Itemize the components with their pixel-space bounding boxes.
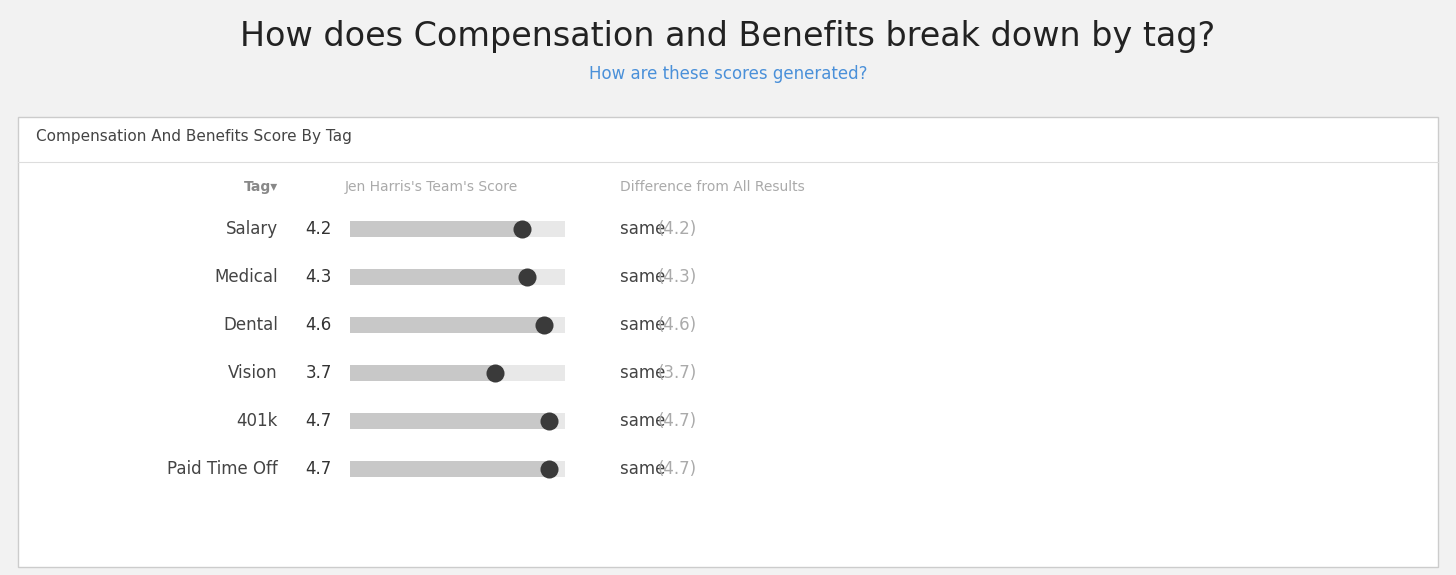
Text: 4.6: 4.6: [306, 316, 332, 334]
Text: (4.6): (4.6): [658, 316, 697, 334]
Bar: [349, 317, 543, 333]
Bar: [349, 461, 565, 477]
Text: Dental: Dental: [223, 316, 278, 334]
Bar: [0, 0, 1456, 110]
Bar: [349, 221, 523, 237]
Text: 4.3: 4.3: [306, 268, 332, 286]
Bar: [349, 269, 527, 285]
Text: 401k: 401k: [237, 412, 278, 430]
Text: 4.2: 4.2: [306, 220, 332, 238]
Text: Tag▾: Tag▾: [243, 180, 278, 194]
Text: Vision: Vision: [229, 364, 278, 382]
Text: 3.7: 3.7: [306, 364, 332, 382]
Text: same: same: [620, 268, 671, 286]
Text: Compensation And Benefits Score By Tag: Compensation And Benefits Score By Tag: [36, 129, 352, 144]
Bar: [349, 365, 565, 381]
Text: same: same: [620, 460, 671, 478]
Text: same: same: [620, 220, 671, 238]
Bar: [349, 317, 565, 333]
Bar: [349, 413, 565, 429]
Text: Medical: Medical: [214, 268, 278, 286]
Text: How does Compensation and Benefits break down by tag?: How does Compensation and Benefits break…: [240, 20, 1216, 53]
Text: same: same: [620, 412, 671, 430]
Text: (4.2): (4.2): [658, 220, 697, 238]
Text: (4.7): (4.7): [658, 460, 697, 478]
Text: same: same: [620, 316, 671, 334]
Text: Difference from All Results: Difference from All Results: [620, 180, 805, 194]
FancyBboxPatch shape: [17, 117, 1439, 567]
Bar: [349, 269, 565, 285]
Text: same: same: [620, 364, 671, 382]
Text: Jen Harris's Team's Score: Jen Harris's Team's Score: [345, 180, 518, 194]
Bar: [349, 413, 549, 429]
Text: Salary: Salary: [226, 220, 278, 238]
Text: 4.7: 4.7: [306, 460, 332, 478]
Text: (4.7): (4.7): [658, 412, 697, 430]
Text: How are these scores generated?: How are these scores generated?: [588, 65, 868, 83]
Text: (4.3): (4.3): [658, 268, 697, 286]
Text: 4.7: 4.7: [306, 412, 332, 430]
Bar: [349, 461, 549, 477]
Bar: [349, 221, 565, 237]
Bar: [349, 365, 495, 381]
Text: Paid Time Off: Paid Time Off: [167, 460, 278, 478]
Text: (3.7): (3.7): [658, 364, 697, 382]
